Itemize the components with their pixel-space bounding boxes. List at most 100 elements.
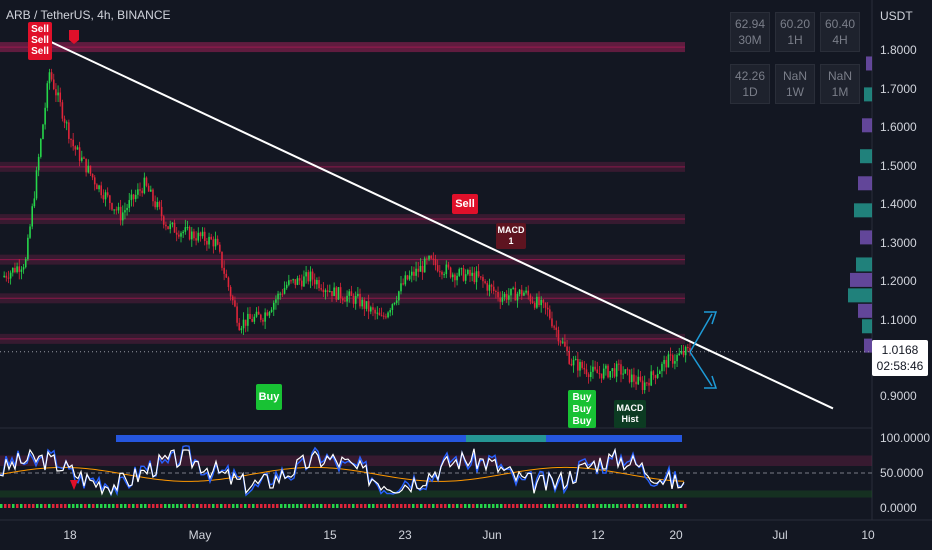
sell-label: Sell: [31, 35, 49, 46]
candle-body: [266, 312, 269, 316]
candle-body: [147, 185, 150, 192]
candle-body: [158, 201, 161, 207]
histogram-tick: [384, 504, 387, 508]
histogram-tick: [68, 504, 71, 508]
candle-body: [316, 280, 318, 285]
macd-signal[interactable]: MACD 1: [496, 223, 526, 249]
candle-body: [430, 255, 432, 259]
histogram-tick: [436, 504, 439, 508]
candle-body: [391, 304, 394, 310]
candle-body: [31, 206, 33, 227]
bear-marker-icon: [70, 480, 78, 490]
histogram-tick: [644, 504, 647, 508]
volume-profile-bar: [858, 176, 872, 191]
candle-body: [24, 259, 27, 268]
candle-body: [380, 315, 383, 317]
buy-label: Buy: [572, 404, 592, 415]
histogram-tick: [636, 504, 639, 508]
candle-body: [40, 138, 42, 157]
candle-body: [16, 266, 18, 273]
histogram-tick: [444, 504, 447, 508]
candle-body: [126, 207, 128, 211]
histogram-tick: [356, 504, 359, 508]
candle-body: [439, 271, 441, 273]
candle-body: [18, 266, 21, 272]
candle-body: [423, 258, 426, 273]
candle-body: [350, 291, 353, 296]
histogram-tick: [496, 504, 499, 508]
sell-signal[interactable]: Sell: [452, 194, 478, 214]
histogram-tick: [260, 504, 263, 508]
histogram-tick: [352, 504, 355, 508]
histogram-tick: [412, 504, 415, 508]
candle-body: [684, 347, 687, 356]
rsi-cell-1h: 60.20 1H: [775, 12, 815, 52]
volume-profile-bar: [860, 149, 872, 164]
sell-label: Sell: [31, 46, 49, 57]
histogram-tick: [232, 504, 235, 508]
candle-body: [262, 319, 264, 322]
histogram-tick: [148, 504, 151, 508]
histogram-tick: [468, 504, 471, 508]
histogram-tick: [616, 504, 619, 508]
buy-signal[interactable]: Buy: [256, 384, 282, 410]
histogram-tick: [240, 504, 243, 508]
candle-body: [165, 224, 167, 227]
candle-body: [514, 287, 517, 301]
histogram-tick: [348, 504, 351, 508]
volume-profile-bar: [856, 257, 872, 272]
candle-body: [324, 290, 327, 293]
candle-body: [61, 102, 64, 119]
candle-body: [622, 373, 624, 375]
candle-body: [251, 318, 253, 322]
histogram-tick: [288, 504, 291, 508]
histogram-tick: [272, 504, 275, 508]
time-tick: Jun: [482, 528, 502, 542]
candle-body: [486, 283, 489, 291]
candle-body: [436, 265, 439, 272]
candle-body: [613, 368, 616, 377]
candle-body: [434, 259, 437, 266]
candle-body: [395, 300, 398, 303]
candle-body: [197, 232, 200, 241]
candle-body: [529, 295, 532, 302]
candle-body: [117, 206, 120, 211]
histogram-tick: [600, 504, 603, 508]
buy-signal-stack[interactable]: Buy Buy Buy: [568, 390, 596, 428]
candle-body: [585, 369, 588, 375]
candle-body: [91, 173, 94, 178]
candle-body: [374, 309, 376, 314]
histogram-tick: [504, 504, 507, 508]
candle-body: [212, 239, 215, 247]
histogram-tick: [104, 504, 107, 508]
trend-strip: [116, 435, 682, 442]
candle-body: [145, 177, 148, 186]
candle-body: [156, 201, 159, 208]
candle-body: [150, 189, 152, 192]
candle-body: [385, 316, 387, 318]
candle-body: [665, 359, 668, 368]
time-tick: 10: [861, 528, 875, 542]
sell-signal-stack[interactable]: Sell Sell Sell: [28, 22, 52, 60]
candle-body: [98, 185, 100, 190]
candle-body: [20, 269, 23, 272]
histogram-tick: [268, 504, 271, 508]
candle-body: [408, 275, 411, 280]
candle-body: [671, 355, 674, 364]
candle-body: [449, 267, 452, 278]
candle-body: [37, 156, 40, 171]
histogram-tick: [512, 504, 515, 508]
price-tick: 1.1000: [880, 313, 917, 327]
candle-body: [111, 203, 113, 210]
macd-hist-signal[interactable]: MACD Hist: [614, 400, 646, 428]
candle-body: [544, 302, 547, 308]
candle-body: [508, 295, 510, 300]
candle-body: [568, 351, 571, 364]
histogram-tick: [248, 504, 251, 508]
histogram-tick: [176, 504, 179, 508]
histogram-tick: [360, 504, 363, 508]
candle-body: [372, 307, 374, 310]
histogram-tick: [304, 504, 307, 508]
candle-body: [264, 312, 266, 322]
